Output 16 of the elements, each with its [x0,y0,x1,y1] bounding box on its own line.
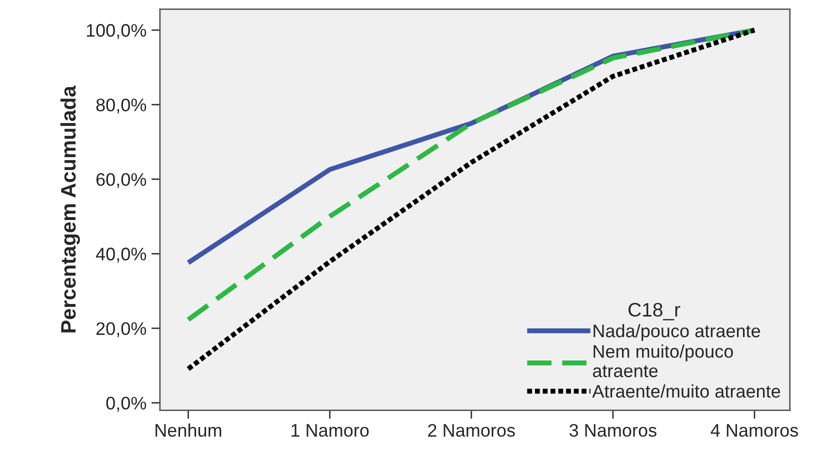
y-axis-title: Percentagem Acumulada [60,86,80,332]
x-tick-label: 1 Namoro [292,424,369,437]
x-tick-label: 4 Namoros [710,424,798,437]
legend-label: Nada/pouco atraente [594,324,760,341]
y-tick-label: 40,0% [96,248,146,263]
y-tick-label: 0,0% [106,396,146,412]
x-tick-label: Nenhum [156,423,222,437]
y-tick-label: 60,0% [96,173,146,188]
legend-label: Atraente/muito atraente [592,384,780,398]
y-tick-label: 100,0% [86,24,146,39]
y-tick-label: 80,0% [96,98,146,114]
x-tick-label: 3 Namoros [569,424,656,437]
x-tick-label: 2 Namoros [428,424,515,437]
legend-label: Nem muito/pouco atraente [592,344,733,378]
legend-title: C18_r [628,302,680,320]
y-tick-label: 20,0% [96,322,146,338]
